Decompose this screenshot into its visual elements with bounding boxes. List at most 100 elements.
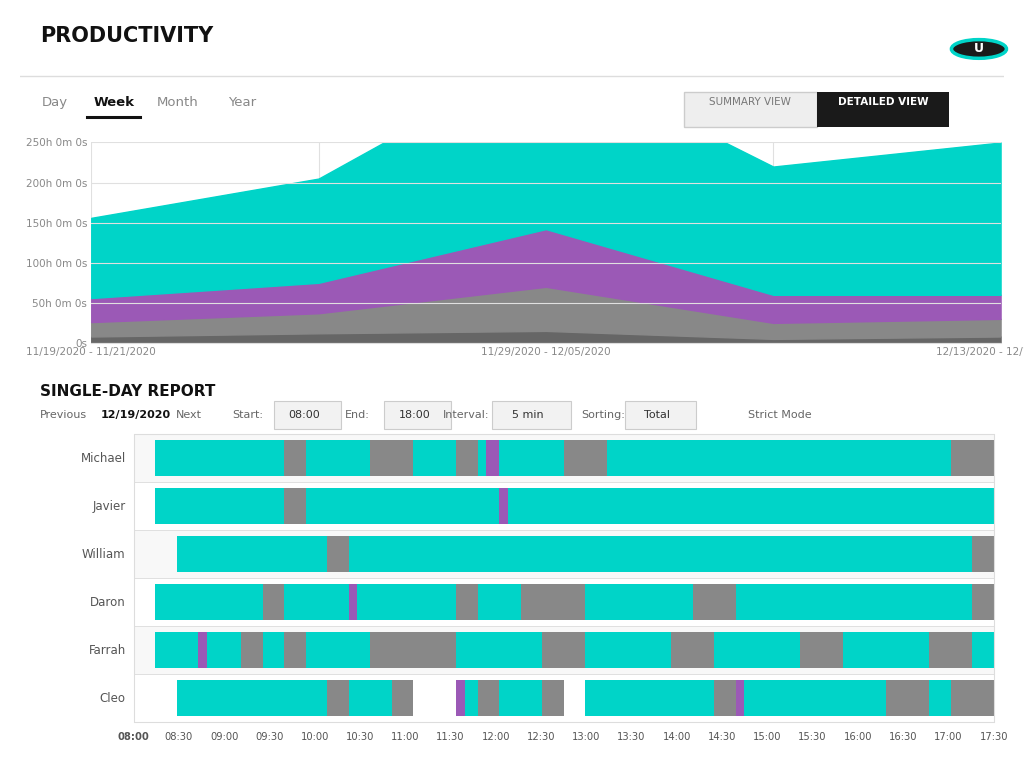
FancyBboxPatch shape bbox=[327, 680, 348, 716]
Text: Week: Week bbox=[93, 96, 134, 109]
FancyBboxPatch shape bbox=[305, 489, 499, 524]
FancyBboxPatch shape bbox=[563, 440, 606, 476]
FancyBboxPatch shape bbox=[744, 680, 886, 716]
Text: 12/19/2020: 12/19/2020 bbox=[101, 410, 171, 420]
FancyBboxPatch shape bbox=[972, 536, 993, 572]
Text: 13:30: 13:30 bbox=[617, 732, 646, 741]
FancyBboxPatch shape bbox=[886, 680, 929, 716]
Text: 15:00: 15:00 bbox=[753, 732, 781, 741]
Text: Michael: Michael bbox=[81, 451, 126, 464]
Text: SUMMARY VIEW: SUMMARY VIEW bbox=[710, 97, 792, 107]
FancyBboxPatch shape bbox=[817, 93, 949, 128]
FancyBboxPatch shape bbox=[241, 633, 262, 668]
Text: 10:00: 10:00 bbox=[300, 732, 329, 741]
FancyBboxPatch shape bbox=[606, 440, 950, 476]
Text: Strict Mode: Strict Mode bbox=[748, 410, 812, 420]
FancyBboxPatch shape bbox=[542, 680, 563, 716]
FancyBboxPatch shape bbox=[456, 440, 477, 476]
FancyBboxPatch shape bbox=[499, 489, 508, 524]
FancyBboxPatch shape bbox=[284, 489, 305, 524]
FancyBboxPatch shape bbox=[950, 440, 993, 476]
FancyBboxPatch shape bbox=[262, 584, 284, 620]
FancyBboxPatch shape bbox=[972, 584, 993, 620]
Text: 08:00: 08:00 bbox=[118, 732, 150, 741]
FancyBboxPatch shape bbox=[133, 626, 993, 674]
FancyBboxPatch shape bbox=[207, 633, 241, 668]
FancyBboxPatch shape bbox=[486, 440, 499, 476]
Text: Year: Year bbox=[227, 96, 256, 109]
Text: U: U bbox=[974, 43, 984, 55]
FancyBboxPatch shape bbox=[499, 680, 542, 716]
FancyBboxPatch shape bbox=[262, 633, 284, 668]
FancyBboxPatch shape bbox=[176, 536, 327, 572]
Text: 11:30: 11:30 bbox=[436, 732, 465, 741]
Text: 09:00: 09:00 bbox=[210, 732, 239, 741]
FancyBboxPatch shape bbox=[800, 633, 843, 668]
FancyBboxPatch shape bbox=[499, 440, 563, 476]
FancyBboxPatch shape bbox=[133, 530, 993, 578]
FancyBboxPatch shape bbox=[284, 633, 305, 668]
FancyBboxPatch shape bbox=[671, 633, 714, 668]
Text: 10:30: 10:30 bbox=[346, 732, 374, 741]
FancyBboxPatch shape bbox=[348, 584, 357, 620]
Text: Javier: Javier bbox=[92, 499, 126, 513]
FancyBboxPatch shape bbox=[284, 584, 348, 620]
Text: Sorting:: Sorting: bbox=[581, 410, 625, 420]
FancyBboxPatch shape bbox=[542, 633, 585, 668]
Text: SINGLE-DAY REPORT: SINGLE-DAY REPORT bbox=[40, 384, 215, 399]
FancyBboxPatch shape bbox=[198, 633, 207, 668]
FancyBboxPatch shape bbox=[714, 680, 735, 716]
FancyBboxPatch shape bbox=[735, 680, 744, 716]
Text: Next: Next bbox=[176, 410, 202, 420]
FancyBboxPatch shape bbox=[972, 633, 993, 668]
FancyBboxPatch shape bbox=[155, 489, 284, 524]
FancyBboxPatch shape bbox=[493, 401, 571, 429]
FancyBboxPatch shape bbox=[520, 584, 585, 620]
FancyBboxPatch shape bbox=[465, 680, 477, 716]
FancyBboxPatch shape bbox=[133, 674, 993, 722]
FancyBboxPatch shape bbox=[327, 536, 348, 572]
FancyBboxPatch shape bbox=[391, 680, 413, 716]
Text: Daron: Daron bbox=[90, 596, 126, 608]
FancyBboxPatch shape bbox=[305, 440, 370, 476]
FancyBboxPatch shape bbox=[508, 489, 993, 524]
FancyBboxPatch shape bbox=[950, 680, 993, 716]
FancyBboxPatch shape bbox=[133, 482, 993, 530]
Text: Day: Day bbox=[42, 96, 68, 109]
Text: William: William bbox=[82, 548, 126, 561]
Text: Farrah: Farrah bbox=[88, 643, 126, 657]
Text: 15:30: 15:30 bbox=[799, 732, 826, 741]
FancyBboxPatch shape bbox=[684, 93, 817, 128]
Text: End:: End: bbox=[345, 410, 370, 420]
Text: 14:00: 14:00 bbox=[663, 732, 691, 741]
Text: 11:00: 11:00 bbox=[391, 732, 420, 741]
FancyBboxPatch shape bbox=[625, 401, 696, 429]
FancyBboxPatch shape bbox=[413, 440, 456, 476]
Text: 17:30: 17:30 bbox=[979, 732, 1008, 741]
Text: 18:00: 18:00 bbox=[398, 410, 430, 420]
FancyBboxPatch shape bbox=[370, 440, 413, 476]
FancyBboxPatch shape bbox=[456, 633, 542, 668]
Text: 13:00: 13:00 bbox=[572, 732, 600, 741]
FancyBboxPatch shape bbox=[176, 680, 327, 716]
FancyBboxPatch shape bbox=[456, 584, 477, 620]
FancyBboxPatch shape bbox=[274, 401, 341, 429]
Text: 12:30: 12:30 bbox=[526, 732, 555, 741]
FancyBboxPatch shape bbox=[456, 680, 465, 716]
FancyBboxPatch shape bbox=[735, 584, 972, 620]
FancyBboxPatch shape bbox=[477, 440, 486, 476]
Text: Interval:: Interval: bbox=[443, 410, 489, 420]
FancyBboxPatch shape bbox=[692, 584, 735, 620]
FancyBboxPatch shape bbox=[585, 633, 671, 668]
Text: Month: Month bbox=[157, 96, 199, 109]
FancyBboxPatch shape bbox=[843, 633, 929, 668]
FancyBboxPatch shape bbox=[155, 633, 198, 668]
FancyBboxPatch shape bbox=[305, 633, 370, 668]
Text: 16:30: 16:30 bbox=[889, 732, 918, 741]
Text: Total: Total bbox=[644, 410, 670, 420]
FancyBboxPatch shape bbox=[357, 584, 456, 620]
Text: Previous: Previous bbox=[40, 410, 87, 420]
FancyBboxPatch shape bbox=[384, 401, 451, 429]
Text: Start:: Start: bbox=[231, 410, 263, 420]
Text: Cleo: Cleo bbox=[99, 692, 126, 705]
